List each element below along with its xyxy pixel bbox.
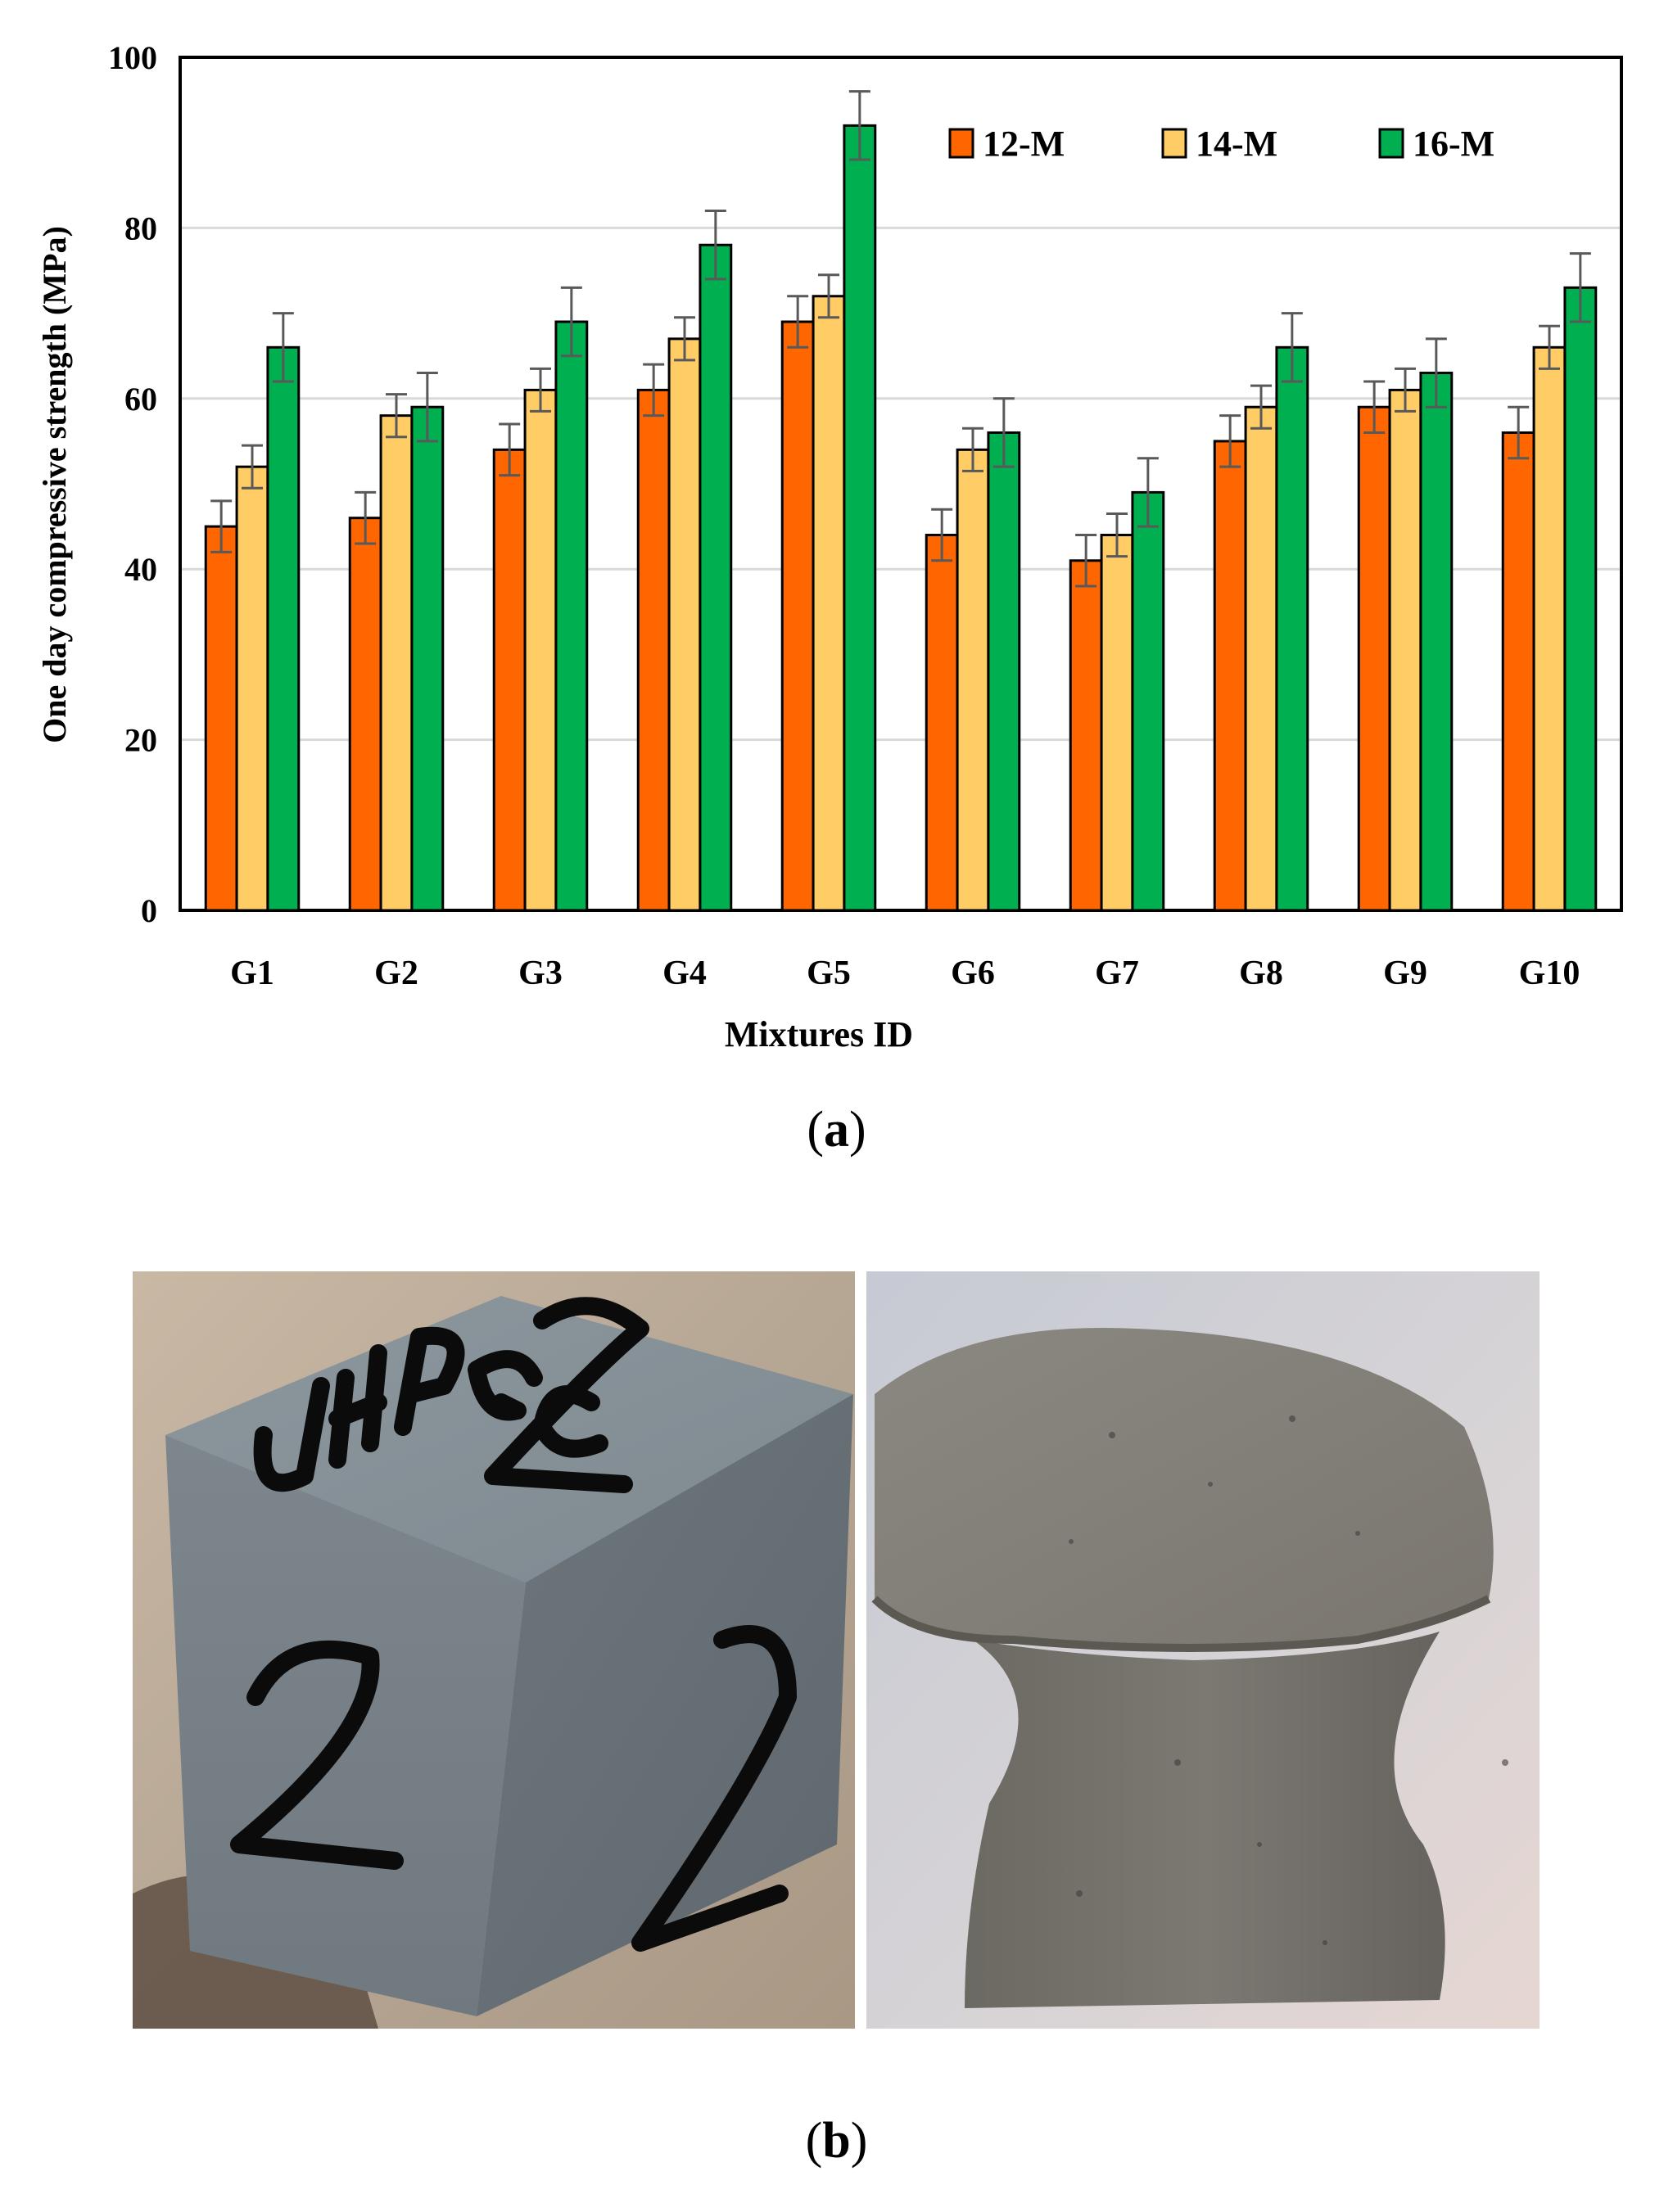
caption-b: (b) (805, 2113, 868, 2169)
legend: 12-M 14-M 16-M (948, 124, 1494, 164)
x-tick-label: G7 (1095, 955, 1139, 992)
y-tick-label: 40 (124, 551, 157, 588)
y-tick-label: 100 (108, 39, 157, 76)
x-axis-ticks: G1 G2 G3 G4 G5 G6 G7 G8 G9 G10 (230, 955, 1580, 992)
photo-intact-cube (133, 1271, 855, 2029)
x-axis-label: Mixtures ID (725, 1014, 913, 1054)
x-tick-label: G8 (1239, 955, 1283, 992)
photo-failed-cube (866, 1271, 1540, 2029)
bar-12-M-G9 (1357, 405, 1391, 912)
x-tick-label: G6 (951, 955, 995, 992)
bar-14-M-G7 (1100, 534, 1134, 912)
x-tick-label: G10 (1519, 955, 1580, 992)
y-axis-label: One day compressive strength (MPa) (36, 226, 73, 743)
plot-area-frame (179, 56, 1623, 912)
bars (204, 90, 1598, 912)
bar-12-M-G4 (636, 388, 671, 912)
bar-16-M-G2 (410, 405, 445, 912)
y-tick-label: 80 (124, 210, 157, 246)
bar-16-M-G1 (266, 345, 301, 912)
x-tick-label: G4 (662, 955, 707, 992)
intact-cube-image (133, 1271, 855, 2029)
bar-14-M-G4 (667, 337, 702, 912)
bar-16-M-G5 (843, 124, 877, 912)
bar-14-M-G3 (523, 388, 558, 912)
compressive-strength-chart: 0 20 40 60 80 100 G1 G2 G3 G4 G5 G6 G7 G8 G9 G10 One d… (36, 39, 1623, 1054)
bar-12-M-G2 (348, 517, 382, 912)
failed-cube-image (866, 1271, 1540, 2029)
bar-12-M-G5 (780, 320, 815, 912)
bar-14-M-G9 (1388, 388, 1422, 912)
bar-14-M-G1 (235, 465, 269, 912)
x-tick-label: G9 (1383, 955, 1427, 992)
bar-16-M-G9 (1419, 372, 1454, 912)
legend-label: 12-M (983, 124, 1065, 164)
legend-label: 16-M (1413, 124, 1494, 164)
bar-16-M-G3 (554, 320, 589, 912)
x-tick-label: G1 (230, 955, 274, 992)
caption-a-letter: a (824, 1102, 849, 1158)
x-tick-label: G2 (374, 955, 418, 992)
bar-14-M-G6 (956, 448, 990, 912)
y-tick-label: 0 (141, 892, 157, 929)
legend-swatch-12-M (948, 128, 974, 159)
bar-12-M-G3 (492, 448, 527, 912)
bar-16-M-G7 (1131, 490, 1165, 912)
bar-14-M-G8 (1244, 405, 1278, 912)
caption-a: (a) (807, 1102, 866, 1158)
bar-12-M-G6 (925, 534, 959, 912)
x-tick-label: G5 (807, 955, 851, 992)
legend-swatch-14-M (1161, 128, 1187, 159)
bar-12-M-G10 (1501, 431, 1535, 912)
bar-16-M-G8 (1275, 345, 1309, 912)
x-tick-label: G3 (518, 955, 563, 992)
bar-14-M-G10 (1532, 345, 1567, 912)
bar-16-M-G10 (1563, 286, 1598, 912)
bar-12-M-G1 (204, 525, 238, 912)
bar-14-M-G5 (812, 295, 846, 912)
bar-12-M-G8 (1213, 440, 1247, 912)
y-tick-label: 60 (124, 381, 157, 418)
legend-swatch-16-M (1378, 128, 1404, 159)
bar-16-M-G6 (987, 431, 1021, 912)
y-tick-label: 20 (124, 722, 157, 759)
legend-label: 14-M (1196, 124, 1277, 164)
y-axis-ticks: 0 20 40 60 80 100 (108, 39, 157, 929)
bar-12-M-G7 (1069, 559, 1103, 912)
bar-16-M-G4 (699, 243, 733, 912)
bar-14-M-G2 (379, 414, 414, 912)
caption-b-letter: b (822, 2113, 851, 2169)
